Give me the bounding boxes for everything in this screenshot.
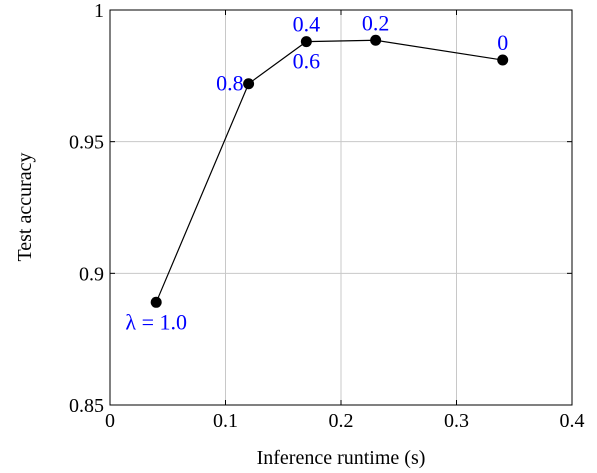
data-point [243, 78, 255, 90]
y-tick-label: 0.95 [69, 132, 104, 154]
x-tick-label: 0.1 [213, 410, 238, 432]
data-point [150, 296, 162, 308]
y-tick-label: 0.9 [79, 263, 104, 285]
y-ticks: 0.85 0.9 0.95 1 [69, 0, 572, 417]
x-axis-title: Inference runtime (s) [257, 447, 426, 469]
y-tick-label: 0.85 [69, 395, 104, 417]
series-line-path [155, 39, 503, 303]
point-label: 0.2 [362, 10, 390, 35]
point-labels: λ = 1.0 0.8 0.6 0.4 0.2 0 [125, 10, 508, 334]
point-label: 0.6 [293, 49, 321, 74]
point-label: 0.4 [293, 12, 321, 37]
data-point [370, 34, 382, 46]
y-axis-title: Test accuracy [14, 152, 36, 261]
point-label: λ = 1.0 [125, 309, 187, 334]
x-tick-label: 0.2 [329, 410, 354, 432]
y-tick-label: 1 [94, 0, 104, 22]
x-tick-label: 0.4 [560, 410, 585, 432]
x-ticks: 0 0.1 0.2 0.3 0.4 [105, 10, 585, 432]
data-point [497, 54, 509, 66]
data-point [300, 36, 312, 48]
x-tick-label: 0 [105, 410, 115, 432]
grid-lines [110, 10, 572, 405]
x-tick-label: 0.3 [444, 410, 469, 432]
series-line [150, 34, 509, 308]
point-label: 0 [497, 30, 508, 55]
point-label: 0.8 [216, 71, 244, 96]
